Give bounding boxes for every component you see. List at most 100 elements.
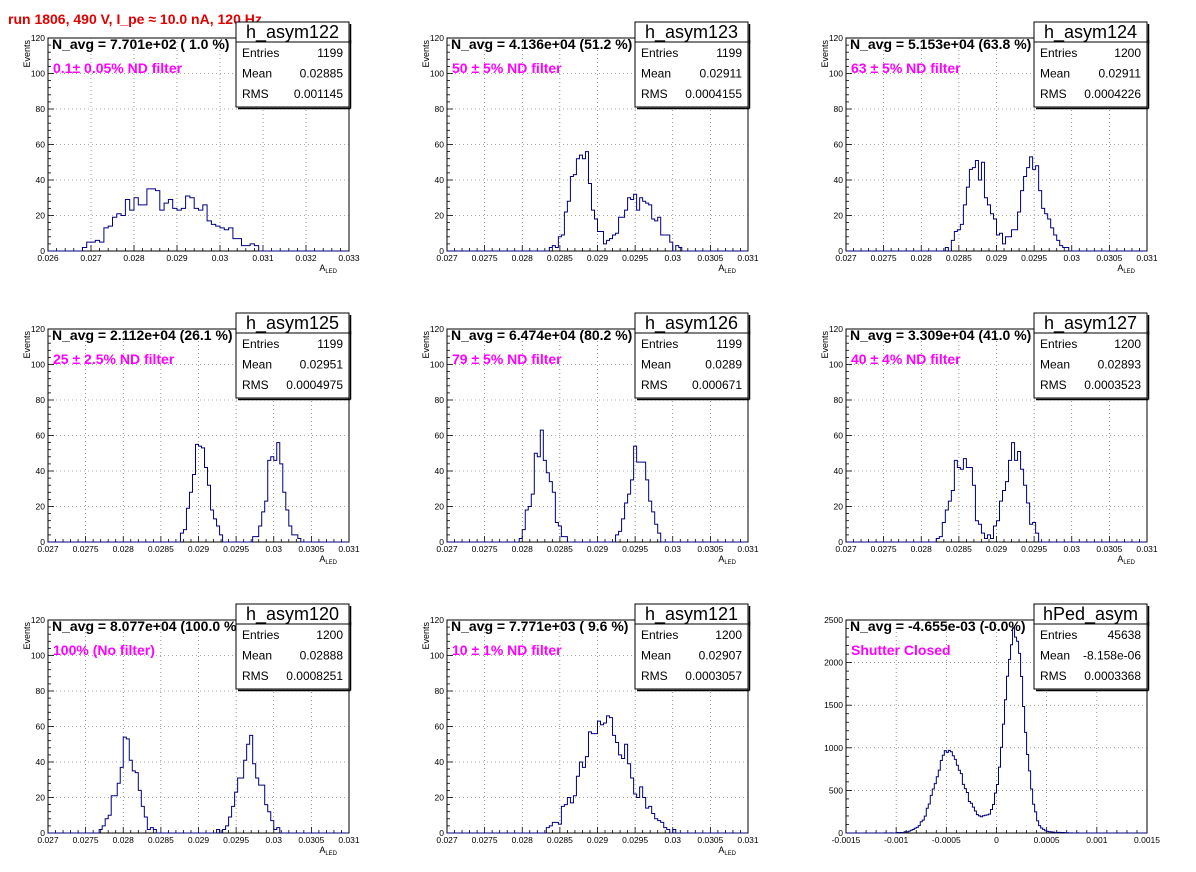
- filter-label: 100% (No filter): [53, 642, 155, 658]
- stat-value-mean: 0.02893: [1098, 358, 1142, 372]
- x-tick-label: 0.0275: [73, 544, 99, 554]
- y-tick-label: 40: [834, 466, 844, 476]
- panel-h_asym124: 0.027 0.0275 0.028 0.0285 0.029 0.0295 0.03 0.0…: [820, 21, 1158, 275]
- x-tick-label: 0.029: [986, 253, 1008, 263]
- histogram-name: h_asym124: [1044, 22, 1137, 43]
- y-tick-label: 80: [36, 395, 46, 405]
- panel-h_asym123: 0.027 0.0275 0.028 0.0285 0.029 0.0295 0.03 0.0…: [421, 21, 759, 275]
- histogram-series-h_asym127: [846, 442, 1147, 543]
- y-tick-label: 60: [435, 140, 445, 150]
- n-avg-label: N_avg = 8.077e+04 (100.0 %): [52, 618, 241, 634]
- x-tick-label: 0.032: [295, 253, 317, 263]
- x-tick-label: 0.029: [587, 253, 609, 263]
- histogram-name: h_asym122: [246, 22, 339, 43]
- stat-value-rms: 0.0008251: [286, 669, 343, 683]
- histogram-series-h_asym120: [48, 734, 349, 834]
- y-tick-label: 100: [430, 69, 444, 79]
- x-tick-label: 0.0295: [223, 544, 249, 554]
- x-tick-label: 0.0285: [547, 544, 573, 554]
- stat-label-entries: Entries: [1040, 46, 1077, 60]
- stat-label-entries: Entries: [1040, 337, 1077, 351]
- x-tick-label: 0.028: [123, 253, 145, 263]
- y-tick-label: 0: [439, 537, 444, 547]
- x-tick-label: -0.0015: [832, 835, 861, 845]
- x-tick-label: 0.0295: [1021, 253, 1047, 263]
- stat-label-rms: RMS: [641, 669, 668, 683]
- stat-value-mean: 0.02911: [700, 67, 743, 81]
- stat-value-entries: 1200: [1114, 46, 1141, 60]
- x-tick-label: 0.0305: [298, 835, 324, 845]
- y-tick-label: 20: [435, 502, 445, 512]
- y-tick-label: 80: [36, 104, 46, 114]
- stats-title-box: [1033, 603, 1148, 625]
- y-tick-label: 120: [31, 33, 45, 43]
- stat-label-mean: Mean: [1040, 649, 1070, 663]
- y-tick-label: 100: [31, 69, 45, 79]
- stat-value-entries: 1199: [716, 337, 742, 351]
- x-tick-label: 0.03: [212, 253, 229, 263]
- y-tick-label: 0: [838, 537, 843, 547]
- filter-label: 79 ± 5% ND filter: [452, 351, 562, 367]
- x-tick-label: 0.031: [1136, 544, 1158, 554]
- x-tick-label: 0.03: [664, 253, 681, 263]
- y-tick-label: 60: [36, 722, 46, 732]
- stat-label-mean: Mean: [1040, 358, 1070, 372]
- stat-label-mean: Mean: [641, 358, 671, 372]
- y-axis-label: Events: [421, 622, 431, 650]
- x-axis-label: ALED: [718, 263, 736, 275]
- x-tick-label: 0.031: [737, 544, 759, 554]
- x-tick-label: 0.033: [338, 253, 360, 263]
- panel-hPed_asym: -0.0015 -0.001 -0.0005 0 0.0005 0.001 0.0015 0 5…: [824, 603, 1160, 845]
- x-tick-label: 0.03: [1063, 253, 1080, 263]
- x-axis-label: ALED: [319, 845, 337, 857]
- panel-h_asym120: 0.027 0.0275 0.028 0.0285 0.029 0.0295 0.03 0.0…: [22, 603, 360, 857]
- histogram-series-h_asym126: [447, 429, 748, 543]
- stat-label-rms: RMS: [242, 378, 269, 392]
- stat-label-rms: RMS: [1040, 378, 1067, 392]
- stat-label-mean: Mean: [242, 358, 272, 372]
- x-axis-label-sub: LED: [325, 851, 337, 857]
- filter-label: Shutter Closed: [851, 642, 951, 658]
- x-tick-label: 0.028: [113, 835, 135, 845]
- y-tick-label: 0: [40, 828, 45, 838]
- x-axis-label-sub: LED: [1123, 269, 1135, 275]
- x-tick-label: 0.0015: [1134, 835, 1160, 845]
- x-axis-label: ALED: [718, 845, 736, 857]
- y-tick-label: 40: [36, 466, 46, 476]
- histogram-name: h_asym120: [246, 604, 339, 625]
- x-tick-label: 0.03: [1063, 544, 1080, 554]
- n-avg-label: N_avg = 4.136e+04 (51.2 %): [451, 36, 632, 52]
- y-tick-label: 100: [31, 651, 45, 661]
- y-tick-label: 80: [435, 104, 445, 114]
- x-tick-label: 0.0005: [1034, 835, 1060, 845]
- panel-h_asym127: 0.027 0.0275 0.028 0.0285 0.029 0.0295 0.03 0.0…: [820, 312, 1158, 566]
- y-axis-label: Events: [22, 40, 32, 68]
- y-tick-label: 2000: [824, 658, 843, 668]
- stats-title-box: [634, 312, 749, 334]
- x-tick-label: 0.031: [338, 544, 360, 554]
- x-tick-label: 0.0305: [1096, 544, 1122, 554]
- stat-label-mean: Mean: [242, 67, 272, 81]
- x-tick-label: 0.0275: [871, 544, 897, 554]
- y-tick-label: 60: [834, 140, 844, 150]
- stat-label-entries: Entries: [641, 628, 678, 642]
- x-tick-label: 0.0285: [148, 544, 174, 554]
- stat-value-entries: 1200: [1114, 337, 1141, 351]
- panels: 0.026 0.027 0.028 0.029 0.03 0.031 0.032 0.033 0…: [22, 21, 1160, 857]
- x-tick-label: 0.027: [37, 544, 59, 554]
- panel-h_asym122: 0.026 0.027 0.028 0.029 0.03 0.031 0.032 0.033 0…: [22, 21, 360, 275]
- histogram-series-hPed_asym: [846, 627, 1147, 834]
- y-axis-label: Events: [820, 40, 830, 68]
- stat-label-mean: Mean: [641, 649, 671, 663]
- y-tick-label: 40: [36, 175, 46, 185]
- stat-value-entries: 1199: [317, 46, 343, 60]
- y-tick-label: 20: [435, 211, 445, 221]
- x-tick-label: 0.0285: [547, 253, 573, 263]
- x-tick-label: 0.026: [37, 253, 59, 263]
- y-tick-label: 60: [435, 431, 445, 441]
- filter-label: 10 ± 1% ND filter: [452, 642, 562, 658]
- x-tick-label: 0.0285: [148, 835, 174, 845]
- stat-value-entries: 1200: [316, 628, 343, 642]
- x-axis-label-sub: LED: [325, 269, 337, 275]
- x-tick-label: 0.0295: [622, 253, 648, 263]
